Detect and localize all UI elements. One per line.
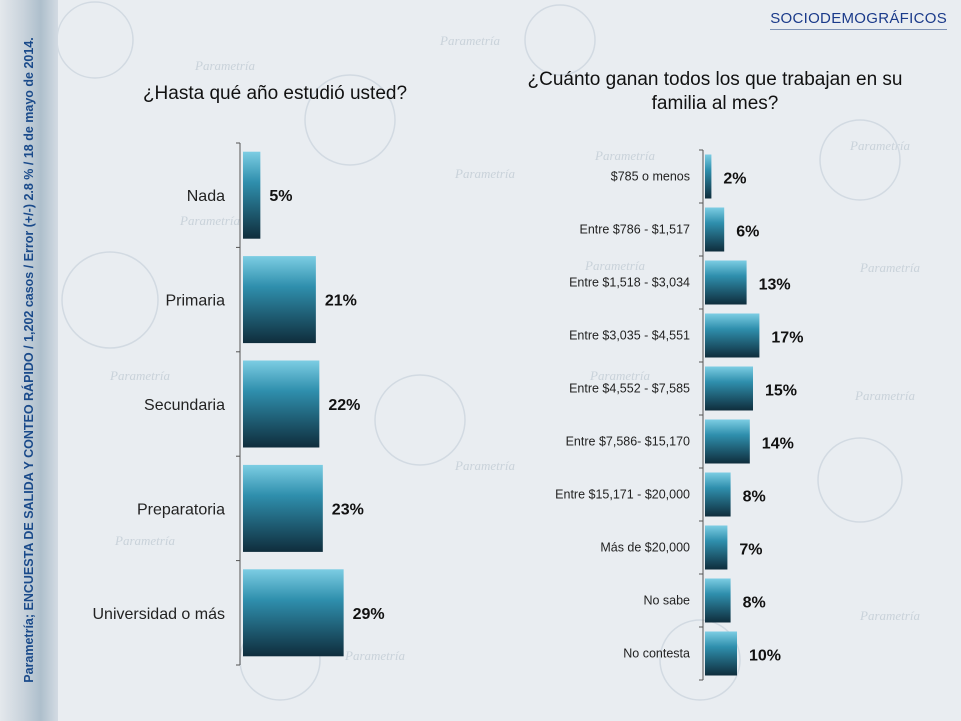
chart-1-category-label: Primaria [165,293,225,310]
watermark-circle [817,437,903,523]
chart-2-category-label: Entre $3,035 - $4,551 [569,329,690,343]
watermark-text: Parametría [859,260,920,275]
chart-2-value-label: 14% [762,436,794,453]
chart-2-bar [705,313,760,358]
chart-1-title: ¿Hasta qué año estudió usted? [142,83,408,104]
watermark-text: Parametría [854,388,915,403]
chart-2-bar [705,419,750,464]
chart-2-value-label: 10% [749,648,781,665]
chart-2-value-label: 2% [723,171,746,188]
chart-1-category-label: Universidad o más [93,606,226,623]
chart-1-value-label: 29% [353,606,385,623]
watermark-text: Parametría [109,368,170,383]
chart-1-bar [243,151,261,239]
watermark-text: Parametría [584,258,645,273]
sidebar-strip: Parametría; ENCUESTA DE SALIDA Y CONTEO … [0,0,58,721]
watermark-text: Parametría [594,148,655,163]
watermark-circle [61,251,159,349]
chart-2-bar [705,525,728,570]
chart-1-value-label: 23% [332,501,364,518]
chart-2-value-label: 15% [765,383,797,400]
watermark-text: Parametría [859,608,920,623]
chart-1-bar [243,360,320,448]
chart-2-category-label: No contesta [623,647,690,661]
chart-2-category-label: Más de $20,000 [600,541,690,555]
watermark-circle [819,119,901,201]
chart-2-bar [705,472,731,517]
watermark-circle [374,374,466,466]
watermark-text: Parametría [454,166,515,181]
chart-2-value-label: 7% [739,542,762,559]
chart-1-value-label: 21% [325,293,357,310]
chart-2-value-label: 17% [771,330,803,347]
watermark-text: Parametría [114,533,175,548]
chart-2-category-label: Entre $7,586- $15,170 [566,435,690,449]
chart-2-bar [705,578,731,623]
chart-2-value-label: 13% [759,277,791,294]
watermark-text: Parametría [179,213,240,228]
watermark-circle [524,4,596,76]
watermark-text: Parametría [344,648,405,663]
chart-1-category-label: Nada [187,188,225,205]
chart-2-title: ¿Cuánto ganan todos los que trabajan en … [527,69,903,114]
chart-2-category-label: $785 o menos [611,170,690,184]
chart-2-category-label: Entre $4,552 - $7,585 [569,382,690,396]
watermark-text: Parametría [454,458,515,473]
chart-1-category-label: Secundaria [144,397,225,414]
watermark-text: Parametría [194,58,255,73]
chart-2-bar [705,366,753,411]
chart-2-value-label: 8% [743,489,766,506]
chart-2-category-label: No sabe [643,594,690,608]
chart-2-value-label: 8% [743,595,766,612]
chart-2-category-label: Entre $1,518 - $3,034 [569,276,690,290]
watermark-text: Parametría [589,368,650,383]
chart-2-bar [705,631,737,676]
watermark-circle [304,74,396,166]
chart-2-value-label: 6% [736,224,759,241]
chart-2-bar [705,260,747,305]
chart-2-bar [705,154,712,199]
chart-1-value-label: 5% [269,188,292,205]
chart-1-bar [243,569,344,657]
watermark-text: Parametría [439,33,500,48]
chart-1-bar [243,256,316,344]
chart-1-value-label: 22% [328,397,360,414]
chart-1-bar [243,464,323,552]
chart-2-category-label: Entre $786 - $1,517 [580,223,691,237]
chart-1-category-label: Preparatoria [137,501,225,518]
chart-2-bar [705,207,725,252]
watermark-circle [659,619,741,701]
section-label: SOCIODEMOGRÁFICOS [770,10,947,30]
chart-2-category-label: Entre $15,171 - $20,000 [555,488,690,502]
